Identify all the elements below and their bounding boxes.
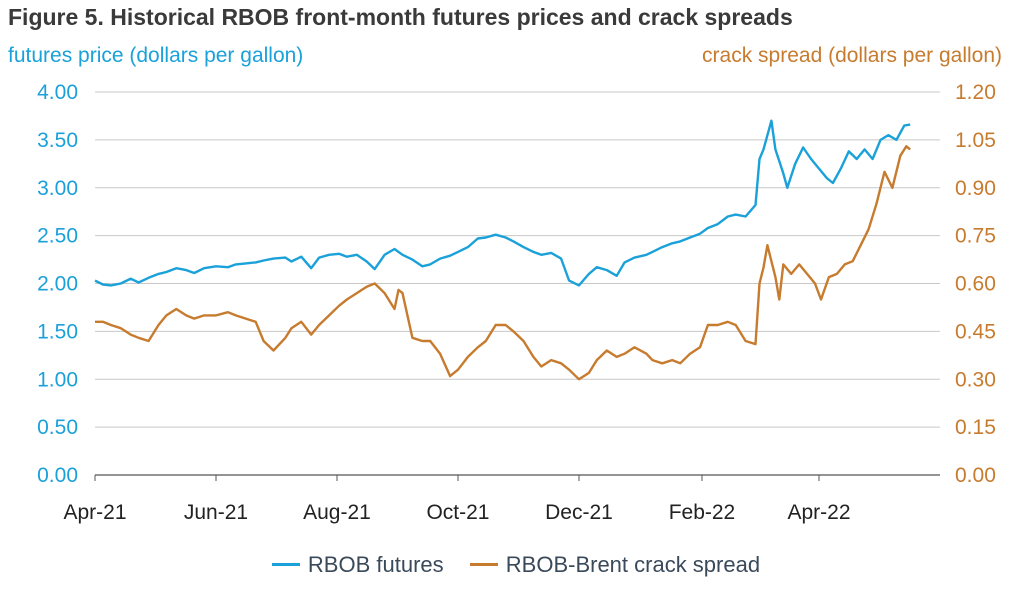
y-right-tick-label: 0.60	[955, 273, 996, 296]
legend-swatch-crack-spread	[469, 563, 498, 566]
y-left-tick-label: 2.00	[37, 273, 78, 296]
y-axis-left-label: futures price (dollars per gallon)	[8, 44, 304, 67]
line-chart: 0.00 0.50 1.00 1.50 2.00 2.50 3.00 3.50 4.00 0.0…	[37, 81, 996, 524]
y-right-tick-label: 0.15	[955, 416, 996, 439]
crack-spread-line	[95, 145, 911, 381]
y-right-tick-label: 0.75	[955, 225, 996, 248]
y-axis-right-ticks: 0.00 0.15 0.30 0.45 0.60 0.75 0.90 1.05 1.20	[955, 81, 996, 487]
legend-swatch-rbob-futures	[271, 563, 300, 566]
y-axis-left-ticks: 0.00 0.50 1.00 1.50 2.00 2.50 3.00 3.50 4.00	[37, 81, 78, 487]
gridlines	[95, 91, 940, 476]
y-left-tick-label: 3.00	[37, 177, 78, 200]
x-axis-ticks: Apr-21 Jun-21 Aug-21 Oct-21 Dec-21 Feb-22 Apr-…	[63, 475, 851, 524]
y-right-tick-label: 0.45	[955, 320, 996, 343]
y-left-tick-label: 1.00	[37, 368, 78, 391]
x-tick-label: Oct-21	[426, 501, 489, 524]
legend-item-rbob-futures: RBOB futures	[271, 551, 444, 578]
x-tick-label: Jun-21	[184, 501, 248, 524]
x-tick-label: Aug-21	[303, 501, 371, 524]
x-tick-label: Apr-22	[787, 501, 850, 524]
y-right-tick-label: 1.05	[955, 129, 996, 152]
legend-label-crack-spread: RBOB-Brent crack spread	[505, 551, 761, 577]
y-axis-right-label: crack spread (dollars per gallon)	[702, 44, 1002, 67]
x-tick-label: Dec-21	[545, 501, 613, 524]
y-left-tick-label: 4.00	[37, 81, 78, 104]
series-lines	[94, 119, 911, 381]
chart-title: Figure 5. Historical RBOB front-month fu…	[8, 4, 793, 30]
y-left-tick-label: 1.50	[37, 320, 78, 343]
x-tick-label: Feb-22	[669, 501, 736, 524]
y-right-tick-label: 0.00	[955, 464, 996, 487]
y-right-tick-label: 1.20	[955, 81, 996, 104]
y-right-tick-label: 0.90	[955, 177, 996, 200]
y-left-tick-label: 0.50	[37, 416, 78, 439]
legend-item-crack-spread: RBOB-Brent crack spread	[469, 551, 761, 578]
y-left-tick-label: 3.50	[37, 129, 78, 152]
rbob-futures-line	[94, 119, 911, 287]
x-tick-label: Apr-21	[63, 501, 126, 524]
legend-label-rbob-futures: RBOB futures	[307, 551, 444, 577]
y-right-tick-label: 0.30	[955, 368, 996, 391]
y-left-tick-label: 2.50	[37, 225, 78, 248]
y-left-tick-label: 0.00	[37, 464, 78, 487]
legend: RBOB futures RBOB-Brent crack spread	[0, 546, 1032, 578]
